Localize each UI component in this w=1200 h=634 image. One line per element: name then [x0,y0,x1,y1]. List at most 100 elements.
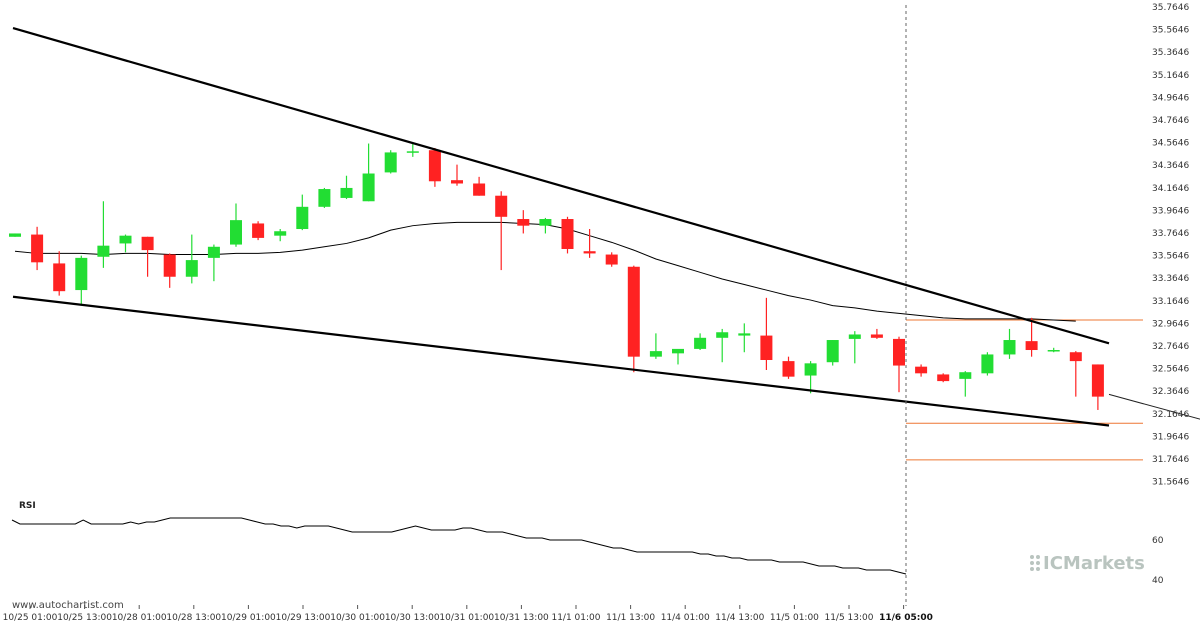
x-tick-label: 11/4 13:00 [715,613,764,623]
candle [738,323,751,353]
trendline-upper [12,27,1110,345]
candle [959,371,972,397]
x-tick-label: 10/25 01:00 [3,613,58,623]
candle-body [1003,340,1016,355]
candle-body [627,266,640,357]
y-tick-label: 31.7646 [1152,455,1189,465]
trendlines [12,27,1110,427]
candle [915,364,928,377]
y-tick-label: 32.5646 [1152,365,1189,375]
candle [782,356,795,379]
candle [318,187,331,208]
y-tick-label: 34.9646 [1152,93,1189,103]
x-tick-label: 10/31 01:00 [439,613,494,623]
candle-body [672,348,684,354]
candle [583,229,596,258]
y-tick-label: 31.9646 [1152,432,1189,442]
candle-body [848,334,861,339]
x-tick-label: 10/25 13:00 [57,613,112,623]
candle-body [716,332,729,338]
candle-body [760,335,773,361]
candle-body [694,337,707,349]
candle [428,147,441,187]
y-tick-label: 32.9646 [1152,319,1189,329]
candle-body [937,374,950,382]
x-tick-label: 10/30 01:00 [330,613,385,623]
candle [141,236,154,277]
candle [694,333,707,351]
y-tick-label: 31.5646 [1152,478,1189,488]
candle-body [1091,364,1104,397]
y-tick-label: 35.5646 [1152,26,1189,36]
candle [53,251,66,296]
candle [870,328,883,339]
brand-name: ICMarkets [1043,553,1145,574]
projection [1108,393,1200,420]
trendline-lower [12,295,1110,427]
candle [97,201,110,268]
candle-body [517,219,530,226]
candle-body [141,236,154,251]
candle [9,233,21,237]
y-tick-label: 33.1646 [1152,297,1189,307]
candle-body [539,219,552,226]
candle [605,252,618,267]
candle-body [1069,352,1082,362]
candle [31,226,44,271]
x-tick-label: 11/5 13:00 [824,613,873,623]
y-axis: 35.7646 35.5646 35.3646 35.1646 34.9646 34.76… [1152,3,1189,488]
candle [406,143,419,157]
candle-body [318,189,331,207]
candle-body [915,366,928,374]
x-tick-label: 10/30 13:00 [385,613,440,623]
candle-body [804,363,817,376]
candle [804,361,817,394]
x-tick-label: 11/6 05:00 [879,613,933,623]
candle-body [561,219,574,249]
candle-body [185,260,198,277]
candle-body [495,195,508,217]
rsi-tick-label: 40 [1152,576,1164,586]
candle [1003,328,1016,359]
y-tick-label: 35.1646 [1152,71,1189,81]
candle-body [274,231,287,236]
y-tick-label: 33.7646 [1152,229,1189,239]
y-tick-label: 33.9646 [1152,206,1189,216]
candle [75,255,88,306]
projection-line [1108,393,1200,420]
candle-body [981,354,994,374]
candle-body [252,223,265,238]
level-lines [906,319,1143,461]
candle-body [207,246,220,258]
y-tick-label: 33.5646 [1152,252,1189,262]
candle-body [583,251,596,254]
candle [230,203,242,247]
candle [495,191,508,271]
candle [893,336,905,393]
candle [561,216,574,254]
candle [848,331,861,364]
candle-body [1025,341,1038,351]
candle-body [782,361,795,377]
brand-icon [1030,555,1040,571]
candle-body [605,254,618,265]
candle [517,210,530,234]
rsi-panel: RSI 60 40 [11,501,1164,586]
y-tick-label: 34.3646 [1152,161,1189,171]
candle-body [230,220,242,245]
candle [119,234,132,253]
candle [384,150,397,174]
y-tick-label: 35.3646 [1152,48,1189,58]
candle [937,373,950,383]
y-tick-label: 32.7646 [1152,342,1189,352]
candle-body [870,334,883,338]
y-tick-label: 34.7646 [1152,116,1189,126]
y-tick-label: 32.1646 [1152,410,1189,420]
y-tick-label: 34.1646 [1152,184,1189,194]
candle [649,333,662,359]
candle-body [451,180,463,184]
candle [627,265,640,373]
candle-body [893,338,905,366]
candle-body [738,333,751,336]
